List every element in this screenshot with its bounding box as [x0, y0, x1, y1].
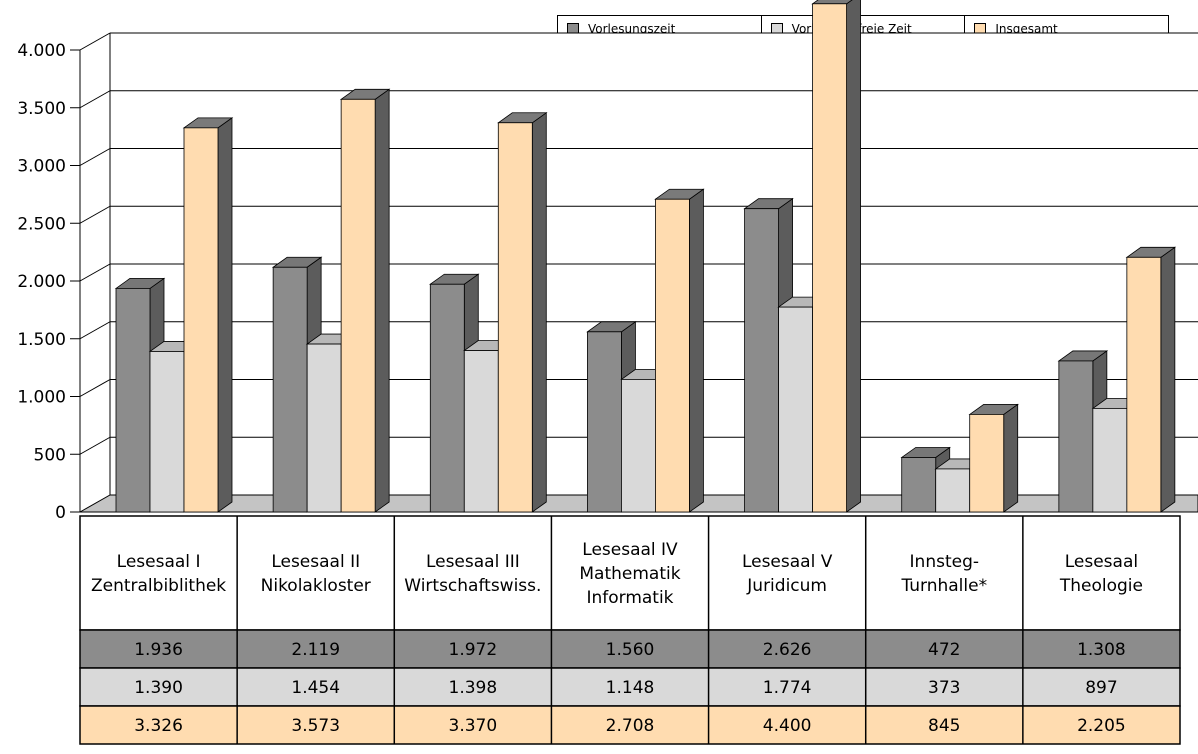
y-tick-label: 4.000 [17, 41, 66, 61]
y-tick-label: 3.500 [17, 99, 66, 119]
gridline-diagonal [79, 263, 111, 282]
data-label: 2.205 [1077, 716, 1126, 736]
table-row [79, 705, 1181, 745]
data-label: 1.454 [291, 678, 340, 698]
category-label: Zentralbiblithek [91, 576, 226, 596]
category-label: Lesesaal III [426, 552, 520, 572]
bar [935, 468, 971, 513]
bar-side [531, 111, 547, 513]
bar [1058, 360, 1094, 513]
data-label: 897 [1085, 678, 1117, 698]
category-label: Lesesaal II [271, 552, 360, 572]
data-label: 1.390 [134, 678, 183, 698]
y-tick-label: 3.000 [17, 157, 66, 177]
category-label: Lesesaal I [117, 552, 201, 572]
category-label: Juridicum [746, 576, 827, 596]
table-row [79, 629, 1181, 669]
category-label: Lesesaal IV [582, 540, 678, 560]
category-label: Turnhalle* [900, 576, 987, 596]
bar [901, 457, 937, 513]
y-tick-label: 500 [34, 445, 66, 465]
bar-side [689, 188, 704, 513]
bar-side [1160, 246, 1176, 513]
bar [463, 350, 499, 513]
data-label: 472 [928, 640, 960, 660]
y-tick-label: 2.500 [17, 214, 66, 234]
category-label: Nikolakloster [261, 576, 371, 596]
y-tick-label: 0 [55, 503, 66, 523]
data-label: 3.326 [134, 716, 183, 736]
data-label: 3.370 [449, 716, 498, 736]
bar [429, 283, 465, 513]
gridline-diagonal [79, 90, 111, 109]
gridline-diagonal [79, 32, 111, 51]
data-label: 845 [928, 716, 960, 736]
data-label: 3.573 [291, 716, 340, 736]
category-label: Theologie [1059, 576, 1143, 596]
y-tick-label: 1.000 [17, 388, 66, 408]
data-label: 1.560 [606, 640, 655, 660]
category-label: Lesesaal [1065, 552, 1138, 572]
bar [744, 208, 779, 513]
gridline-diagonal [79, 148, 111, 166]
category-label: Wirtschaftswiss. [404, 576, 541, 596]
bar [306, 343, 342, 513]
category-label: Informatik [586, 588, 673, 608]
bar [1092, 407, 1128, 513]
bar [969, 414, 1005, 513]
category-label: Innsteg- [910, 552, 979, 572]
data-label: 1.148 [606, 678, 655, 698]
data-label: 4.400 [763, 716, 812, 736]
legend-label-vorlesungszeit: Vorlesungszeit [588, 21, 676, 36]
data-label: 1.936 [134, 640, 183, 660]
bar [272, 266, 308, 513]
bar [115, 287, 151, 513]
bar-side [1003, 403, 1019, 513]
bar [497, 122, 533, 513]
bar-side [217, 117, 233, 513]
bar [621, 379, 656, 513]
gridline-diagonal [79, 436, 111, 455]
bar [1126, 256, 1162, 513]
legend-label-insgesamt: Insgesamt [995, 21, 1058, 36]
category-label: Lesesaal V [742, 552, 833, 572]
data-label: 2.708 [606, 716, 655, 736]
gridline-diagonal [79, 205, 111, 224]
data-label: 2.119 [291, 640, 340, 660]
bar [778, 306, 813, 513]
bar [812, 3, 847, 513]
data-label: 1.774 [763, 678, 812, 698]
table-header-band [79, 515, 1181, 631]
bar [183, 127, 219, 513]
bar [149, 351, 185, 513]
data-label: 373 [928, 678, 960, 698]
bar-side [846, 0, 861, 513]
data-label: 1.308 [1077, 640, 1126, 660]
table-row [79, 667, 1181, 707]
legend-item-insgesamt: Insgesamt [965, 16, 1168, 41]
data-label: 1.972 [449, 640, 498, 660]
bar-side [374, 88, 390, 513]
bar [340, 98, 376, 513]
y-tick-label: 2.000 [17, 272, 66, 292]
data-label: 2.626 [763, 640, 812, 660]
category-label: Mathematik [579, 564, 680, 584]
gridline-diagonal [79, 379, 111, 397]
data-label: 1.398 [449, 678, 498, 698]
bar [587, 331, 622, 513]
y-tick-label: 1.500 [17, 330, 66, 350]
bar [655, 198, 690, 513]
legend-item-vorlesungszeit: Vorlesungszeit [558, 16, 762, 41]
gridline-diagonal [79, 321, 111, 340]
